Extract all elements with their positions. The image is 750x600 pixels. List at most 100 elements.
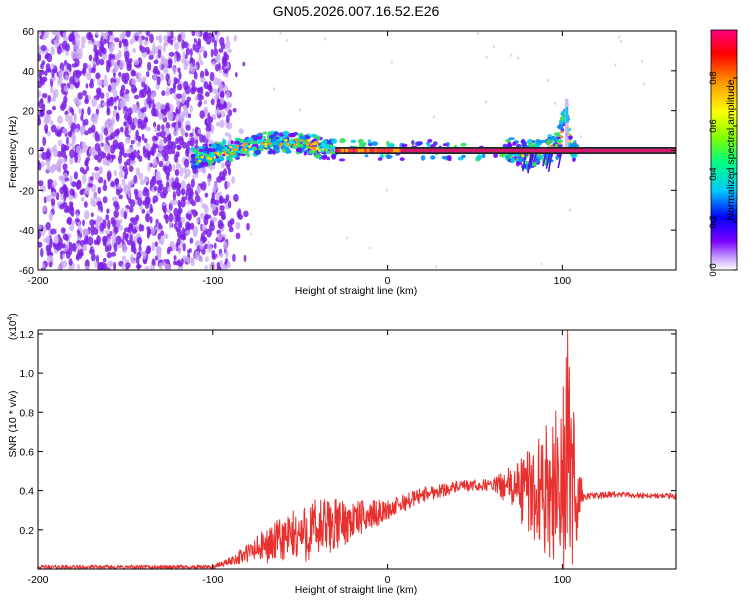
spectrogram-noise-blob: [86, 72, 92, 81]
spectrogram-noise-blob: [227, 181, 231, 188]
spectrogram-signal-blob: [481, 153, 486, 159]
spectrogram-noise-blob: [126, 115, 133, 125]
spectrogram-signal-blob: [210, 143, 218, 149]
spectrogram-noise-blob: [97, 262, 101, 270]
spectrogram-core-blob: [248, 145, 252, 149]
spectrogram-noise-blob: [120, 126, 124, 133]
spectrogram-core-blob: [270, 144, 274, 148]
spectrogram-core-blob: [323, 145, 327, 149]
spectrogram-noise-blob: [113, 261, 117, 270]
spectrogram-core-blob: [211, 151, 215, 155]
spectrogram-signal-blob: [288, 149, 292, 154]
spectrogram-noise-blob: [102, 257, 107, 263]
spectrogram-speck: [579, 135, 582, 139]
spectrogram-core-blob: [332, 146, 336, 150]
spectrogram-core-blob: [304, 141, 308, 145]
spectrogram-noise-blob: [52, 90, 56, 100]
spectrogram-noise-blob: [159, 72, 164, 82]
spectrogram-noise-blob: [57, 265, 61, 270]
spectrogram-noise-blob: [103, 79, 108, 87]
spectrogram-noise-blob: [38, 180, 44, 187]
spectrogram-core-blob: [223, 151, 227, 155]
spectrogram-signal-blob: [267, 143, 271, 150]
spectrogram-noise-blob: [184, 132, 189, 138]
spectrogram-speck: [492, 45, 495, 49]
spectrogram-noise-blob: [131, 228, 137, 234]
spectrogram-noise-blob: [205, 131, 211, 141]
spectrogram-noise-blob: [43, 196, 47, 204]
spectrogram-core-blob: [555, 143, 559, 147]
spectrogram-noise-blob: [113, 129, 120, 137]
spectrogram-noise-blob: [106, 260, 112, 269]
spectrogram-signal-blob: [338, 158, 346, 162]
spectrogram-noise-blob: [173, 130, 179, 136]
snr-x-tick-label: -100: [202, 574, 223, 586]
colorbar-tick-label: 0.8: [708, 71, 719, 84]
spectrogram-signal-blob: [233, 140, 240, 145]
spectrogram-noise-blob: [146, 96, 152, 105]
spectrogram-noise-blob: [146, 188, 150, 198]
spectrogram-speck: [299, 108, 302, 112]
spectrogram-noise-blob: [170, 141, 177, 151]
spectrogram-core-blob: [206, 156, 210, 160]
spectrogram-noise-blob: [193, 71, 198, 80]
spectrogram-noise-blob: [178, 138, 185, 146]
spectrogram-signal-blob: [275, 138, 283, 143]
spectrogram-signal-blob: [198, 148, 204, 153]
spectrogram-core-blob: [209, 157, 213, 161]
spectrogram-speck: [250, 232, 253, 236]
spectrogram-signal-blob: [189, 160, 197, 164]
spectrogram-noise-blob: [130, 140, 135, 145]
spectrogram-noise-blob: [149, 33, 154, 44]
spectrogram-noise-blob: [53, 39, 58, 45]
spectrogram-noise-blob: [113, 226, 119, 234]
spectrogram-speck: [346, 236, 349, 240]
spectrogram-signal-blob: [388, 143, 395, 148]
spectrogram-noise-blob: [219, 195, 223, 204]
spectrogram-noise-blob: [119, 169, 124, 178]
spectrogram-noise-blob: [196, 217, 200, 223]
spectrogram-noise-blob: [226, 114, 230, 124]
spectrogram-noise-blob: [42, 205, 47, 213]
spectrogram-noise-blob: [119, 60, 125, 70]
spectrogram-noise-blob: [218, 103, 225, 111]
spectrogram-noise-blob: [38, 114, 41, 121]
colorbar-tick-label: 0.0: [708, 263, 719, 276]
spectrogram-core-blob: [264, 145, 268, 148]
spectrogram-noise-blob: [38, 241, 43, 248]
spectrogram-signal-blob: [441, 155, 447, 160]
spectrogram-noise-blob: [87, 127, 93, 134]
spectrogram-noise-blob: [123, 211, 127, 218]
spectrogram-noise-blob: [225, 90, 231, 99]
spectrogram-noise-blob: [97, 200, 103, 211]
spectrogram-noise-blob: [173, 77, 178, 85]
spectrogram-speck: [385, 188, 388, 192]
spectrogram-noise-blob: [235, 221, 241, 230]
spectrogram-noise-blob: [216, 53, 221, 62]
spectrogram-signal-blob: [420, 155, 426, 161]
spectrogram-noise-blob: [211, 61, 216, 67]
spectrogram-speck: [285, 39, 288, 42]
colorbar-tick-label: 0.6: [708, 119, 719, 132]
spectrogram-noise-blob: [62, 128, 68, 135]
spectrogram-noise-blob: [38, 70, 42, 80]
spectrogram-noise-blob: [133, 59, 140, 66]
spectrogram-noise-blob: [197, 38, 201, 46]
spectrogram-noise-blob: [118, 40, 122, 49]
spectrogram-noise-blob: [114, 77, 121, 85]
spectrogram-noise-blob: [102, 196, 108, 204]
spectrogram-noise-blob: [145, 248, 151, 255]
spectrogram-noise-blob: [246, 222, 250, 231]
spectrogram-speck: [620, 40, 622, 43]
spectrogram-noise-blob: [165, 263, 171, 270]
spectrogram-noise-blob: [203, 50, 208, 59]
spectrogram-core-blob: [267, 138, 271, 142]
spectrogram-speck: [554, 101, 557, 105]
spectrogram-noise-blob: [232, 253, 236, 262]
spectrogram-signal-blob: [445, 142, 450, 147]
spectrogram-noise-blob: [147, 61, 152, 71]
spectrogram-noise-blob: [188, 192, 193, 200]
spectrogram-speck: [485, 55, 488, 59]
spectrogram-signal-blob: [299, 135, 306, 140]
spectrogram-noise-blob: [136, 237, 143, 245]
